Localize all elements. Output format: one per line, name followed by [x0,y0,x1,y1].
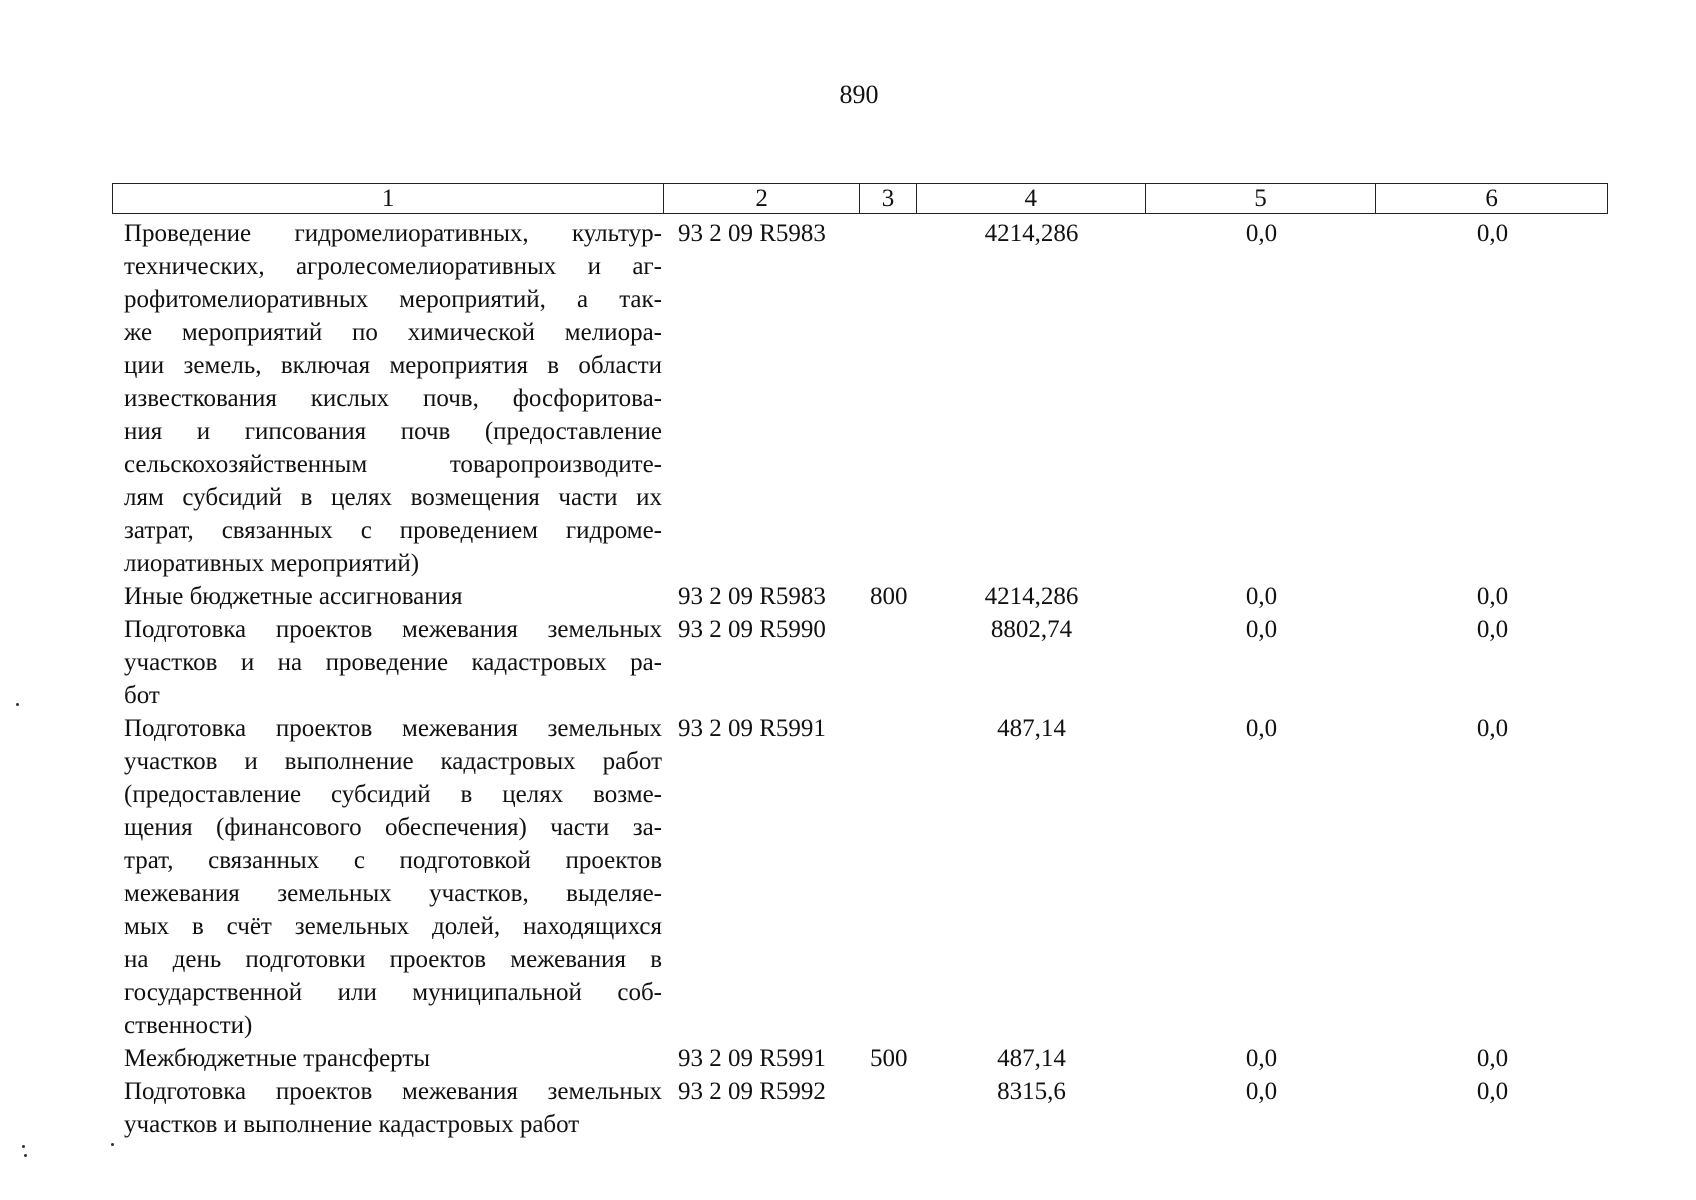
row-type: 500 [870,1045,908,1072]
row-description: Подготовка проектов межевания земельных у… [112,613,664,712]
row-type [860,613,917,712]
scan-speck [22,1145,25,1148]
row-description: Подготовка проектов межевания земельных у… [112,1075,664,1141]
row-code: 93 2 09 R5991 [678,715,826,742]
table-row: Подготовка проектов межевания земельных у… [112,712,1608,1042]
row-type [860,712,917,1042]
description-line: Подготовка проектов межевания земельных [124,616,662,643]
row-col6: 0,0 [1476,715,1509,742]
header-col-4: 4 [917,184,1146,213]
description-line: на день подготовки проектов межевания в [124,946,662,973]
row-col5: 0,0 [1245,220,1278,247]
description-line: рофитомелиоративных мероприятий, а так- [124,286,662,313]
table-row: Межбюджетные трансферты 93 2 09 R5991 500 4… [112,1042,1608,1075]
page-number: 890 [839,80,879,109]
row-description: Межбюджетные трансферты [112,1042,664,1075]
row-description: Иные бюджетные ассигнования [112,580,664,613]
description-line: лиоративных мероприятий) [124,550,420,577]
row-col6: 0,0 [1476,616,1509,643]
scan-speck [24,1154,27,1157]
row-col6: 0,0 [1476,583,1509,610]
description-line: щения (финансового обеспечения) части за… [124,814,662,841]
table-row: Проведение гидромелиоративных, культур-т… [112,217,1608,580]
table-row: Подготовка проектов межевания земельных у… [112,613,1608,712]
row-amount: 487,14 [997,715,1066,742]
row-amount: 487,14 [997,1045,1066,1072]
description-line: известкования кислых почв, фосфоритова- [124,385,662,412]
row-amount: 8315,6 [997,1078,1066,1105]
row-code: 93 2 09 R5990 [678,616,826,643]
description-line: ния и гипсования почв (предоставление [124,418,662,445]
row-col5: 0,0 [1245,715,1278,742]
row-description: Проведение гидромелиоративных, культур-т… [112,217,664,580]
row-amount: 8802,74 [990,616,1073,643]
header-col-3: 3 [860,184,917,213]
description-line: затрат, связанных с проведением гидроме- [124,517,662,544]
row-col6: 0,0 [1476,220,1509,247]
row-col5: 0,0 [1245,583,1278,610]
header-col-5: 5 [1146,184,1377,213]
row-type [860,1075,917,1141]
description-line: Проведение гидромелиоративных, культур- [124,220,662,247]
description-line: ции земель, включая мероприятия в област… [124,352,662,379]
table-row: Иные бюджетные ассигнования 93 2 09 R5983… [112,580,1608,613]
description-line: технических, агролесомелиоративных и аг- [124,253,662,280]
row-col5: 0,0 [1245,616,1278,643]
row-amount: 4214,286 [984,583,1079,610]
scan-speck [16,703,19,706]
row-col5: 0,0 [1245,1078,1278,1105]
row-amount: 4214,286 [984,220,1079,247]
description-line: бот [124,682,160,709]
description-line: Подготовка проектов межевания земельных [124,1078,662,1105]
description-line: межевания земельных участков, выделяе- [124,880,662,907]
row-col5: 0,0 [1245,1045,1278,1072]
table-body: Проведение гидромелиоративных, культур-т… [112,217,1608,1141]
row-code: 93 2 09 R5983 [678,583,826,610]
description-line: Межбюджетные трансферты [124,1045,431,1072]
description-line: (предоставление субсидий в целях возме- [124,781,662,808]
description-line: же мероприятий по химической мелиора- [124,319,662,346]
description-line: Иные бюджетные ассигнования [124,583,463,610]
description-line: трат, связанных с подготовкой проектов [124,847,662,874]
row-type [860,217,917,580]
description-line: Подготовка проектов межевания земельных [124,715,662,742]
header-col-2: 2 [664,184,860,213]
row-code: 93 2 09 R5991 [678,1045,826,1072]
description-line: участков и выполнение кадастровых работ [124,1111,580,1138]
row-type: 800 [870,583,908,610]
row-code: 93 2 09 R5992 [678,1078,826,1105]
header-col-6: 6 [1485,185,1498,212]
description-line: мых в счёт земельных долей, находящихся [124,913,662,940]
description-line: участков и выполнение кадастровых работ [124,748,662,775]
row-code: 93 2 09 R5983 [678,220,826,247]
row-col6: 0,0 [1476,1045,1509,1072]
table-header: 1 2 3 4 5 6 [112,183,1608,214]
description-line: сельскохозяйственным товаропроизводите- [124,451,662,478]
scan-speck [111,1143,114,1146]
description-line: государственной или муниципальной соб- [124,979,662,1006]
row-description: Подготовка проектов межевания земельных у… [112,712,664,1042]
description-line: лям субсидий в целях возмещения части их [124,484,662,511]
row-col6: 0,0 [1476,1078,1509,1105]
header-col-1: 1 [113,184,665,213]
description-line: ственности) [124,1012,253,1039]
table-row: Подготовка проектов межевания земельных у… [112,1075,1608,1141]
description-line: участков и на проведение кадастровых ра- [124,649,662,676]
